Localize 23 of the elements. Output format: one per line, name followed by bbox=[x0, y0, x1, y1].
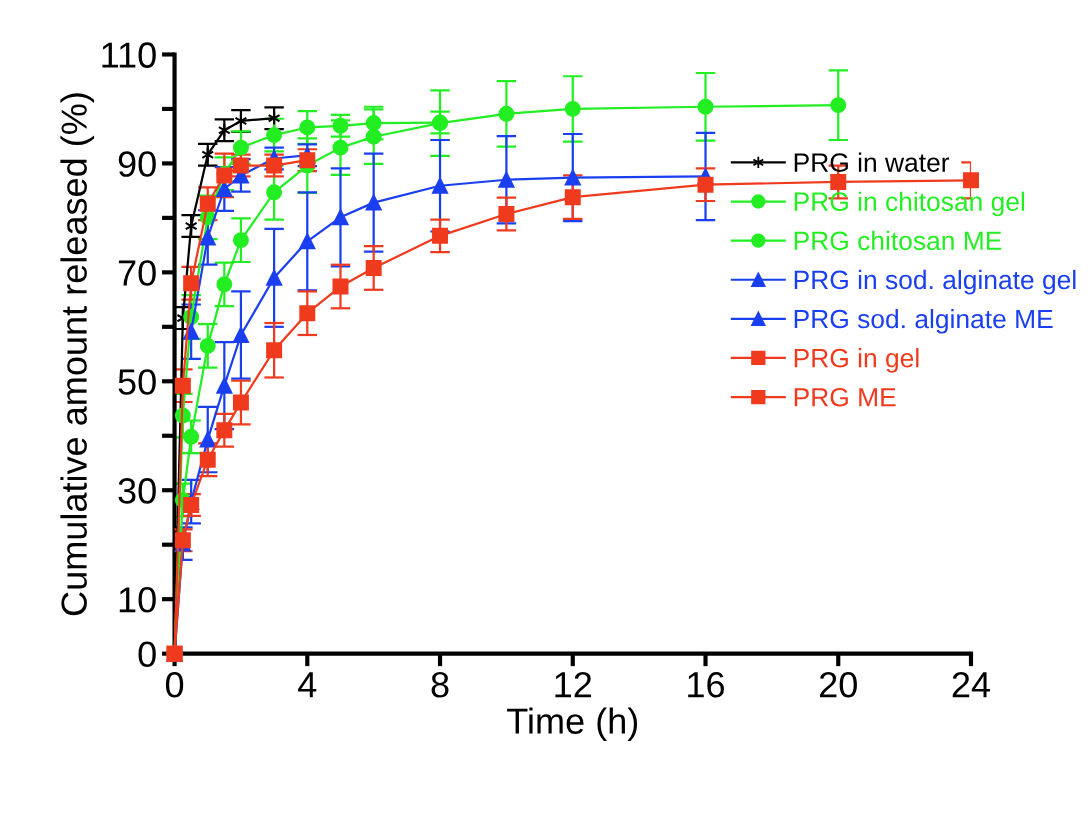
legend-label: PRG ME bbox=[794, 387, 896, 407]
legend-label: PRG chitosan ME bbox=[794, 230, 1002, 251]
x-tick-label: 12 bbox=[555, 671, 592, 698]
x-tick-label: 8 bbox=[431, 671, 449, 698]
legend-label: PRG sod. alginate ME bbox=[794, 308, 1053, 334]
y-tick-label: 0 bbox=[138, 641, 156, 668]
x-tick-label: 24 bbox=[952, 671, 991, 698]
x-tick-label: 20 bbox=[819, 671, 857, 698]
y-tick-label: 50 bbox=[118, 369, 156, 395]
x-tick-label: 0 bbox=[165, 671, 184, 698]
x-tick-label: 16 bbox=[688, 671, 725, 698]
y-tick-label: 10 bbox=[119, 587, 156, 613]
y-tick-label: 90 bbox=[118, 151, 156, 177]
x-tick-label: 4 bbox=[298, 672, 317, 698]
y-tick-label: 70 bbox=[118, 260, 156, 286]
y-axis-title: Cumulative amount released (%) bbox=[60, 93, 95, 616]
y-tick-label: 110 bbox=[102, 42, 156, 68]
legend-label: PRG in chitosan gel bbox=[794, 191, 1025, 217]
legend-label: PRG in water bbox=[794, 152, 950, 172]
y-tick-label: 30 bbox=[118, 478, 156, 504]
legend-label: PRG in gel bbox=[794, 348, 919, 373]
legend-label: PRG in sod. alginate gel bbox=[794, 269, 1076, 295]
x-axis-title: Time (h) bbox=[507, 707, 638, 742]
